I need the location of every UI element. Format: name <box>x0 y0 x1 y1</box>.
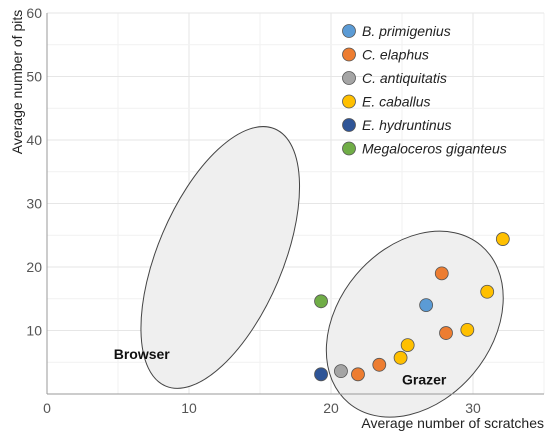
data-point <box>314 294 328 309</box>
legend-marker <box>342 141 356 156</box>
data-point <box>480 284 495 299</box>
legend-label: B. primigenius <box>362 23 451 39</box>
y-axis-title: Average number of pits <box>9 10 25 155</box>
data-point <box>372 357 387 372</box>
legend-label: E. hydruntinus <box>362 117 452 133</box>
data-point <box>351 367 365 382</box>
data-points <box>314 232 510 382</box>
data-point <box>400 338 415 353</box>
y-tick-labels: 10 20 30 40 50 60 <box>26 5 42 339</box>
data-point <box>393 350 408 365</box>
data-point <box>434 266 449 281</box>
legend-label: C. antiquitatis <box>362 70 447 86</box>
legend-marker <box>342 24 356 38</box>
data-point <box>460 322 475 337</box>
legend-marker <box>342 94 356 109</box>
region-label-grazer: Grazer <box>402 371 447 387</box>
diet-regions <box>140 126 504 418</box>
y-tick-label: 40 <box>26 132 42 148</box>
x-tick-label: 0 <box>43 400 51 416</box>
x-axis-title: Average number of scratches <box>361 415 544 431</box>
legend: B. primigenius C. elaphus C. antiquitatis E… <box>342 23 507 157</box>
region-grazer-ellipse <box>325 230 504 418</box>
y-tick-label: 20 <box>26 259 42 275</box>
y-tick-label: 60 <box>26 5 42 21</box>
legend-marker <box>342 47 356 62</box>
x-tick-label: 20 <box>323 400 339 416</box>
data-point <box>495 232 510 246</box>
y-tick-label: 50 <box>26 69 42 85</box>
x-tick-labels: 0 10 20 30 <box>43 400 481 416</box>
legend-marker <box>342 118 356 132</box>
region-labels: Browser Grazer <box>114 346 447 387</box>
x-tick-label: 30 <box>465 400 481 416</box>
legend-label: Megaloceros giganteus <box>362 141 507 157</box>
axes <box>46 13 544 395</box>
data-point <box>314 367 328 382</box>
data-point <box>419 298 434 313</box>
x-tick-label: 10 <box>181 400 197 416</box>
legend-label: E. caballus <box>362 94 430 110</box>
legend-marker <box>342 71 356 85</box>
data-point <box>439 326 453 340</box>
region-browser-ellipse <box>140 126 301 389</box>
y-tick-label: 30 <box>26 196 42 212</box>
data-point <box>334 364 348 379</box>
region-label-browser: Browser <box>114 346 171 362</box>
y-tick-label: 10 <box>26 323 42 339</box>
legend-label: C. elaphus <box>362 47 429 63</box>
